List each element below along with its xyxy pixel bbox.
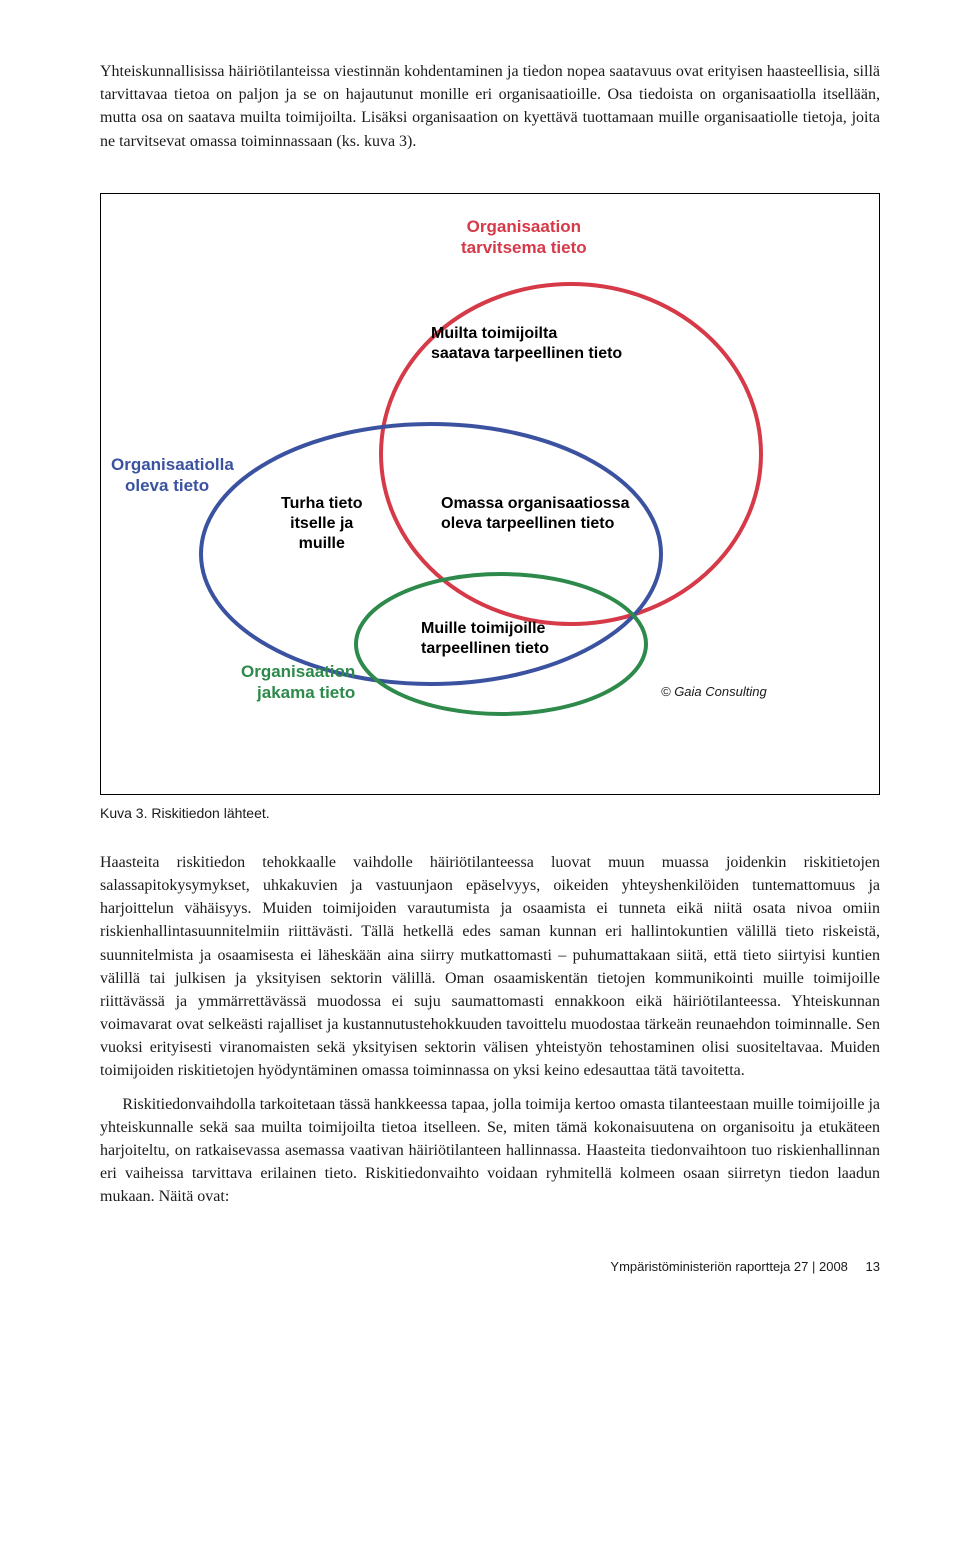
figure-caption: Kuva 3. Riskitiedon lähteet.: [100, 805, 880, 821]
label-line: Muille toimijoille: [421, 620, 545, 637]
footer-source: Ympäristöministeriön raportteja 27 | 200…: [610, 1259, 848, 1274]
label-line: oleva tieto: [125, 476, 209, 495]
label-organisation-has: Organisaatiolla oleva tieto: [111, 454, 234, 497]
paragraph-intro: Yhteiskunnallisissa häiriötilanteissa vi…: [100, 60, 880, 153]
diagram-copyright: © Gaia Consulting: [661, 684, 767, 699]
label-line: Turha tieto: [281, 495, 362, 512]
label-line: oleva tarpeellinen tieto: [441, 515, 614, 532]
label-line: muille: [299, 535, 345, 552]
label-line: itselle ja: [290, 515, 353, 532]
footer-page-number: 13: [866, 1259, 880, 1274]
label-line: Organisaation: [467, 217, 581, 236]
label-line: Omassa organisaatiossa: [441, 495, 630, 512]
label-line: Organisaation: [241, 662, 355, 681]
label-line: tarpeellinen tieto: [421, 640, 549, 657]
label-line: jakama tieto: [257, 683, 355, 702]
label-organisation-shared: Organisaation jakama tieto: [241, 661, 355, 704]
label-to-others: Muille toimijoille tarpeellinen tieto: [421, 619, 549, 659]
label-useless-info: Turha tieto itselle ja muille: [281, 494, 362, 554]
label-from-others: Muilta toimijoilta saatava tarpeellinen …: [431, 324, 622, 364]
label-own-needed: Omassa organisaatiossa oleva tarpeelline…: [441, 494, 630, 534]
label-line: saatava tarpeellinen tieto: [431, 345, 622, 362]
label-line: Muilta toimijoilta: [431, 325, 557, 342]
label-line: tarvitsema tieto: [461, 238, 587, 257]
label-organisation-required: Organisaation tarvitsema tieto: [461, 216, 587, 259]
page-footer: Ympäristöministeriön raportteja 27 | 200…: [100, 1259, 880, 1274]
paragraph-body-2: Riskitiedonvaihdolla tarkoitetaan tässä …: [100, 1093, 880, 1209]
venn-diagram-box: Organisaation tarvitsema tieto Muilta to…: [100, 193, 880, 795]
paragraph-body-1: Haasteita riskitiedon tehokkaalle vaihdo…: [100, 851, 880, 1083]
label-line: Organisaatiolla: [111, 455, 234, 474]
